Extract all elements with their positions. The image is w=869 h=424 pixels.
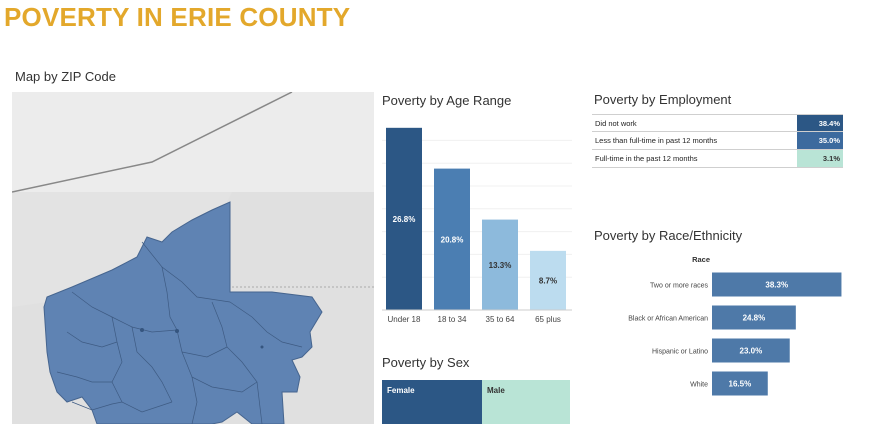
age-bar-label: 13.3%	[489, 261, 512, 270]
age-category-label: Under 18	[388, 315, 421, 324]
race-category-label: Hispanic or Latino	[652, 349, 708, 356]
race-bar-chart: Race Two or more races 38.3% Black or Afric…	[592, 252, 852, 397]
age-bar[interactable]	[530, 250, 566, 310]
age-category-label: 18 to 34	[438, 315, 467, 324]
age-bar-label: 20.8%	[441, 235, 464, 244]
race-bar-label: 23.0%	[740, 347, 763, 356]
race-header: Race	[692, 255, 710, 264]
race-category-label: Black or African American	[628, 316, 708, 323]
race-bar[interactable]	[712, 272, 842, 297]
age-bar[interactable]	[434, 168, 470, 310]
employment-title: Poverty by Employment	[594, 92, 732, 107]
zip-code-map[interactable]	[12, 92, 374, 424]
female-cell[interactable]: Female	[382, 380, 482, 424]
age-chart-title: Poverty by Age Range	[382, 93, 512, 108]
male-cell[interactable]: Male	[482, 380, 570, 424]
race-bar-label: 24.8%	[743, 314, 766, 323]
employment-label: Full-time in the past 12 months	[595, 154, 698, 163]
state-border-line	[12, 92, 293, 193]
age-category-label: 65 plus	[535, 315, 561, 324]
employment-label: Less than full-time in past 12 months	[595, 136, 718, 145]
page-title: POVERTY IN ERIE COUNTY	[4, 2, 351, 32]
zip-marker	[175, 329, 179, 333]
sex-chart: Female Male	[382, 380, 570, 424]
race-bar[interactable]	[712, 305, 796, 330]
sex-chart-title: Poverty by Sex	[382, 355, 470, 370]
zip-marker	[140, 328, 144, 332]
race-chart-title: Poverty by Race/Ethnicity	[594, 228, 743, 243]
race-category-label: Two or more races	[650, 283, 708, 290]
employment-value: 38.4%	[797, 115, 843, 131]
employment-table: Did not work 38.4% Less than full-time i…	[592, 114, 843, 168]
employment-row[interactable]: Did not work 38.4%	[592, 114, 843, 132]
employment-row[interactable]: Full-time in the past 12 months 3.1%	[592, 150, 843, 168]
map-title: Map by ZIP Code	[15, 69, 116, 84]
age-bar-chart: 26.8% Under 18 20.8% 18 to 34 13.3% 35 to 64 8…	[382, 112, 572, 328]
employment-label: Did not work	[595, 118, 637, 128]
age-bar[interactable]	[482, 219, 518, 310]
age-category-label: 35 to 64	[486, 315, 515, 324]
employment-row[interactable]: Less than full-time in past 12 months 35…	[592, 132, 843, 150]
employment-value: 35.0%	[797, 132, 843, 149]
race-bar-label: 38.3%	[765, 281, 788, 290]
zip-boundaries	[56, 241, 303, 424]
age-bar-label: 26.8%	[393, 215, 416, 224]
race-bar[interactable]	[712, 371, 768, 396]
employment-value: 3.1%	[797, 150, 843, 167]
zip-marker	[260, 345, 264, 349]
race-category-label: White	[690, 382, 708, 389]
race-bar-label: 16.5%	[729, 380, 752, 389]
age-bar[interactable]	[386, 127, 422, 310]
erie-county-shape	[43, 201, 323, 424]
age-bar-label: 8.7%	[539, 276, 557, 285]
race-bar[interactable]	[712, 338, 790, 363]
